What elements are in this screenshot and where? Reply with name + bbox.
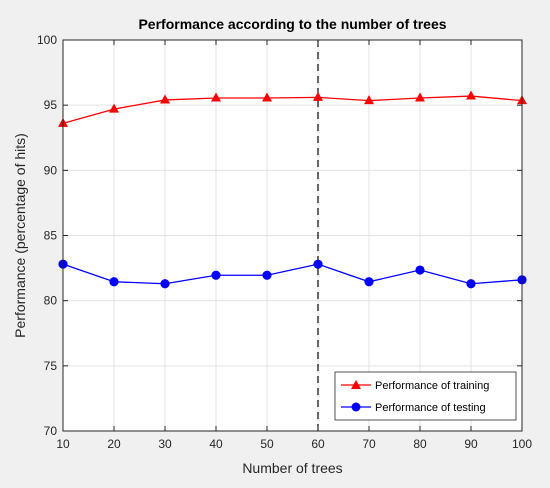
legend-marker-training xyxy=(351,380,361,389)
testing-point xyxy=(262,270,272,280)
x-tick-label: 20 xyxy=(107,437,121,451)
training-point xyxy=(262,92,272,102)
x-tick-label: 100 xyxy=(512,437,532,451)
y-axis-label: Performance (percentage of hits) xyxy=(12,133,28,338)
x-tick-label: 60 xyxy=(311,437,325,451)
x-tick-label: 30 xyxy=(158,437,172,451)
y-tick-label: 85 xyxy=(44,229,58,243)
series-layer xyxy=(58,90,527,289)
testing-point xyxy=(415,265,425,275)
y-tick-label: 70 xyxy=(44,424,58,438)
legend-label-testing: Performance of testing xyxy=(375,402,486,414)
y-tick-label: 90 xyxy=(44,163,58,177)
y-tick-label: 75 xyxy=(44,359,58,373)
x-tick-label: 90 xyxy=(464,437,478,451)
legend-box xyxy=(334,371,517,421)
legend: Performance of training Performance of t… xyxy=(334,371,517,421)
training-point xyxy=(364,95,374,105)
tick-layer: 10 20 30 40 50 60 70 80 90 100 70 75 80 85 90 95 100 xyxy=(37,33,532,451)
chart-title: Performance according to the number of t… xyxy=(138,16,446,32)
x-axis-label: Number of trees xyxy=(242,460,342,476)
training-point xyxy=(415,92,425,102)
series-line-training xyxy=(62,95,523,125)
x-tick-label: 10 xyxy=(56,437,70,451)
training-point xyxy=(160,94,170,104)
x-tick-label: 70 xyxy=(362,437,376,451)
x-tick-label: 40 xyxy=(209,437,223,451)
training-point xyxy=(313,91,323,101)
testing-point xyxy=(466,279,476,289)
testing-point xyxy=(211,270,221,280)
testing-point xyxy=(109,277,119,287)
x-tick-label: 50 xyxy=(260,437,274,451)
legend-marker-testing xyxy=(351,402,361,412)
testing-point xyxy=(364,277,374,287)
training-point xyxy=(466,90,476,100)
testing-point xyxy=(313,259,323,269)
legend-label-training: Performance of training xyxy=(375,380,489,392)
y-tick-label: 80 xyxy=(44,294,58,308)
y-tick-label: 95 xyxy=(44,98,58,112)
y-tick-label: 100 xyxy=(37,33,57,47)
x-tick-label: 80 xyxy=(413,437,427,451)
series-line-testing xyxy=(62,263,523,285)
training-point xyxy=(211,92,221,102)
testing-point xyxy=(160,279,170,289)
training-point xyxy=(109,103,119,113)
